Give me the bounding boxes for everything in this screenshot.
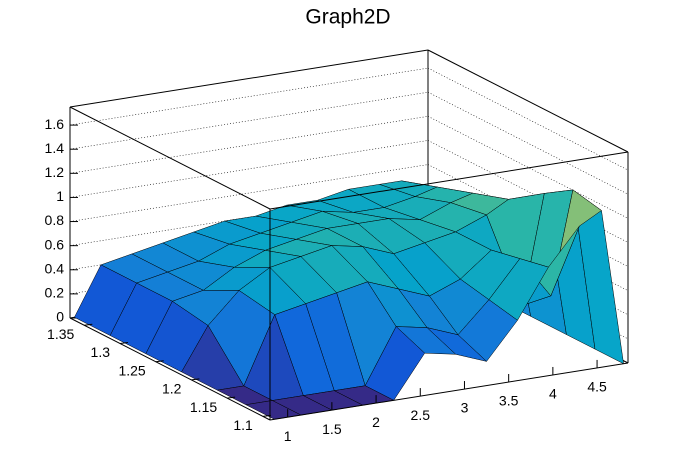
box-edge bbox=[69, 317, 271, 421]
chart-title: Graph2D bbox=[305, 6, 390, 29]
z-tick-label: 0.4 bbox=[45, 260, 65, 276]
z-tick-label: 1.6 bbox=[45, 116, 65, 132]
box-edge bbox=[269, 362, 629, 421]
grid-line bbox=[69, 188, 429, 246]
z-tick-label: 0.2 bbox=[45, 285, 65, 301]
grid-line bbox=[69, 91, 429, 150]
y-tick bbox=[191, 378, 200, 381]
z-tick-label: 1.4 bbox=[45, 140, 65, 156]
z-tick-label: 1 bbox=[56, 188, 64, 204]
x-tick-label: 2 bbox=[372, 414, 380, 430]
y-tick-label: 1.25 bbox=[118, 362, 145, 378]
x-tick-label: 1 bbox=[284, 428, 292, 444]
box-edge bbox=[69, 106, 271, 210]
grid-line bbox=[69, 164, 429, 222]
y-tick-label: 1.2 bbox=[162, 381, 182, 397]
y-tick bbox=[262, 414, 271, 417]
box-edge bbox=[427, 49, 629, 153]
x-tick-label: 4 bbox=[549, 386, 557, 402]
box-edge bbox=[269, 151, 629, 210]
y-tick bbox=[227, 396, 236, 399]
box-edge bbox=[69, 49, 429, 108]
x-tick-label: 4.5 bbox=[587, 379, 607, 395]
y-tick-label: 1.15 bbox=[190, 399, 217, 415]
z-tick-label: 0.6 bbox=[45, 236, 65, 252]
y-tick-label: 1.1 bbox=[233, 417, 253, 433]
z-tick-label: 0.8 bbox=[45, 212, 65, 228]
y-tick bbox=[155, 360, 164, 363]
grid-line bbox=[69, 140, 429, 198]
x-tick-label: 1.5 bbox=[322, 421, 342, 437]
grid-line bbox=[69, 67, 429, 126]
x-tick-label: 3.5 bbox=[499, 393, 519, 409]
x-tick-label: 3 bbox=[461, 400, 469, 416]
z-tick-label: 0 bbox=[56, 309, 64, 325]
y-tick-label: 1.35 bbox=[47, 326, 74, 342]
y-tick-label: 1.3 bbox=[91, 344, 111, 360]
y-tick bbox=[119, 342, 129, 344]
grid-line bbox=[69, 116, 429, 174]
z-tick-label: 1.2 bbox=[45, 164, 65, 180]
x-tick-label: 2.5 bbox=[411, 407, 431, 423]
y-tick bbox=[84, 323, 93, 326]
